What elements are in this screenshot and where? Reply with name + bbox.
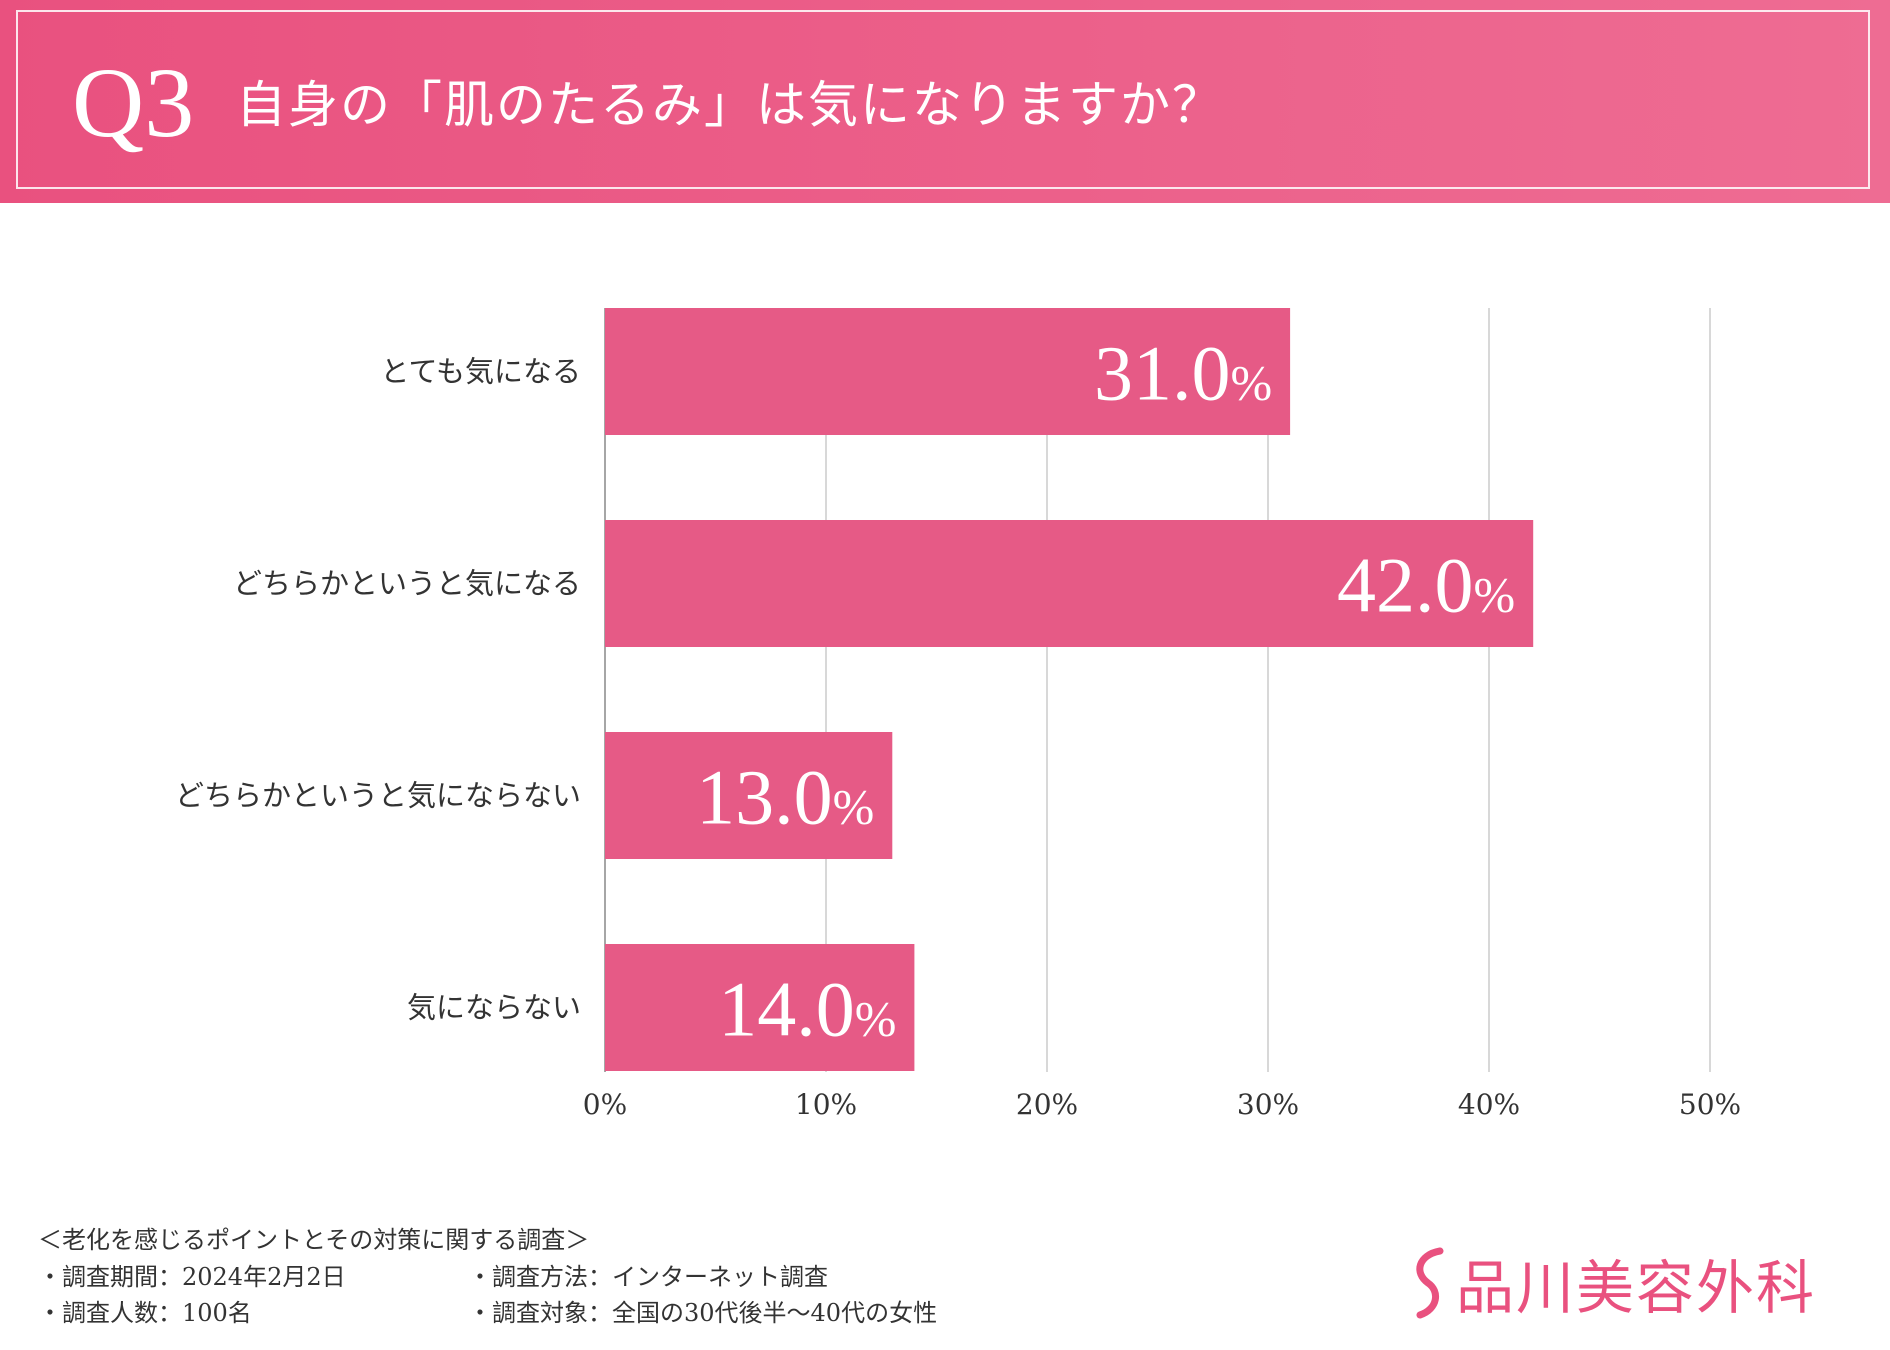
- survey-sample: ・調査人数：100名: [38, 1299, 252, 1327]
- question-number: Q3: [72, 47, 195, 158]
- survey-method: ・調査方法：インターネット調査: [468, 1263, 828, 1291]
- x-tick-label: 40%: [1458, 1088, 1520, 1121]
- survey-target: ・調査対象：全国の30代後半～40代の女性: [468, 1299, 938, 1327]
- bar-chart: 0% 10% 20% 30% 40% 50% とても気になる 31.0% どちらかというと気にな…: [175, 308, 1741, 1121]
- data-label: 42.0%: [1337, 542, 1515, 629]
- data-label: 13.0%: [696, 754, 874, 841]
- header-frame: [16, 10, 1870, 189]
- category-label: どちらかというと気にならない: [175, 779, 581, 813]
- bar: [605, 520, 1534, 647]
- bar: [605, 308, 1291, 435]
- question-title: 自身の「肌のたるみ」は気になりますか？: [236, 76, 1224, 134]
- category-label: とても気になる: [380, 355, 581, 389]
- x-tick-label: 30%: [1237, 1088, 1299, 1121]
- brand-name: 品川美容外科: [1456, 1254, 1817, 1322]
- survey-period: ・調査期間：2024年2月2日: [38, 1263, 346, 1291]
- x-tick-label: 10%: [795, 1088, 857, 1121]
- question-header: Q3 自身の「肌のたるみ」は気になりますか？: [0, 0, 1890, 203]
- category-label: 気にならない: [407, 991, 581, 1025]
- x-tick-label: 50%: [1679, 1088, 1741, 1121]
- category-label: どちらかというと気になる: [233, 567, 581, 601]
- s-swirl-logo-icon: [1416, 1247, 1444, 1319]
- brand-logo: 品川美容外科: [1410, 1238, 1816, 1328]
- bar: [605, 732, 893, 859]
- x-tick-label: 20%: [1016, 1088, 1078, 1121]
- survey-title: ＜老化を感じるポイントとその対策に関する調査＞: [38, 1226, 590, 1254]
- data-label: 31.0%: [1094, 330, 1272, 417]
- bar: [605, 944, 915, 1071]
- x-tick-label: 0%: [583, 1088, 627, 1121]
- data-label: 14.0%: [718, 966, 896, 1053]
